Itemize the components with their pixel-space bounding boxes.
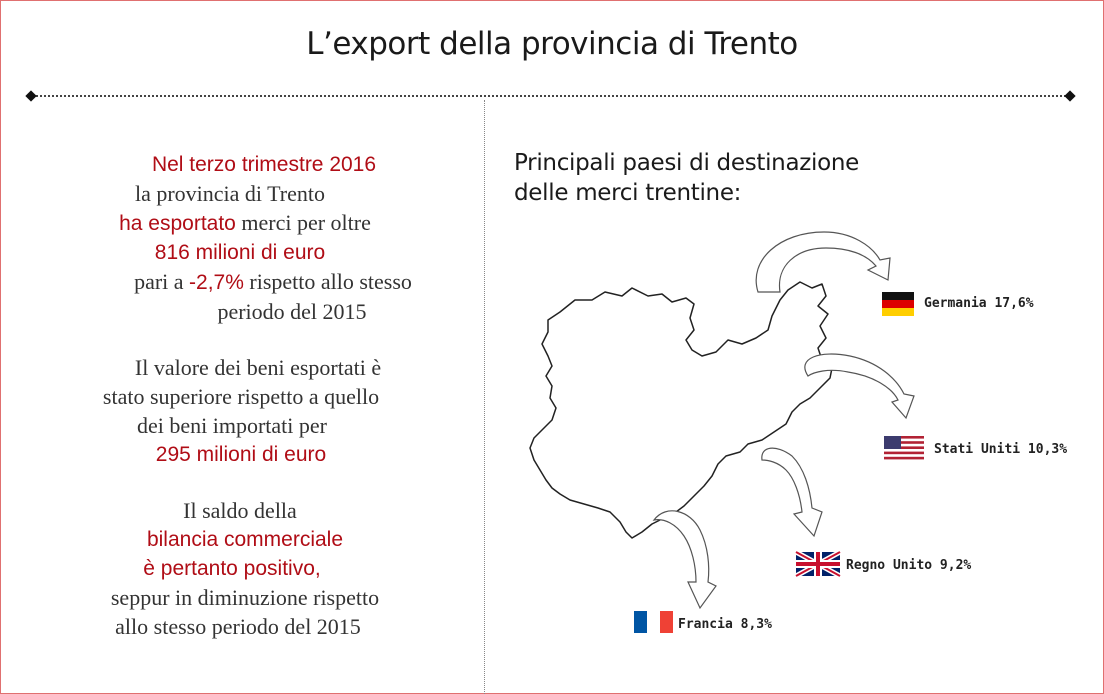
text-value-l3: dei beni importati per	[137, 413, 327, 438]
text-balance-l1: Il saldo della	[183, 498, 297, 523]
text-balance-l5: allo stesso periodo del 2015	[115, 614, 361, 639]
text-positive-highlight: è pertanto positivo,	[143, 557, 321, 580]
destinations-title-l1: Principali paesi di destinazione	[514, 150, 860, 176]
text-quarter: Nel terzo trimestre 2016	[151, 153, 377, 176]
paragraph-export-summary: Nel terzo trimestre 2016 la provincia di…	[40, 150, 450, 326]
arrow-usa	[804, 353, 915, 420]
text-period: periodo del 2015	[217, 299, 367, 324]
label-france: Francia 8,3%	[678, 617, 772, 632]
text-import-gap: 295 milioni di euro	[155, 443, 327, 466]
paragraph-trade-value: Il valore dei beni esportati è stato sup…	[40, 353, 450, 469]
destinations-title-l2: delle merci trentine:	[514, 180, 742, 206]
germany-flag-icon	[882, 292, 914, 316]
text-value-l2: stato superiore rispetto a quello	[102, 384, 380, 409]
usa-flag-icon	[884, 436, 924, 460]
paragraph-trade-balance: Il saldo della bilancia commerciale è pe…	[40, 496, 450, 641]
text-change-rest: rispetto allo stesso	[243, 269, 412, 294]
label-uk: Regno Unito 9,2%	[846, 558, 972, 573]
text-export-value: 816 milioni di euro	[154, 241, 326, 264]
arrow-germany	[755, 231, 891, 293]
text-exported-line: ha esportato merci per oltre	[40, 208, 450, 238]
text-change-line: pari a -2,7% rispetto allo stesso	[40, 267, 450, 297]
destinations-title: Principali paesi di destinazione delle m…	[514, 148, 859, 208]
text-exported-rest: merci per oltre	[235, 210, 371, 235]
france-flag-icon	[634, 611, 673, 633]
page-title: L’export della provincia di Trento	[306, 26, 798, 62]
arrow-france	[652, 510, 717, 610]
text-change-value: -2,7%	[189, 271, 244, 294]
arrow-uk	[761, 447, 823, 538]
trento-province-outline	[529, 281, 833, 539]
label-germany: Germania 17,6%	[924, 296, 1034, 311]
label-usa: Stati Uniti 10,3%	[934, 442, 1068, 457]
text-province: la provincia di Trento	[134, 181, 326, 206]
title-divider	[32, 95, 1070, 97]
text-value-l1: Il valore dei beni esportati è	[134, 355, 382, 380]
text-balance-l4: seppur in diminuzione rispetto	[110, 585, 380, 610]
text-change-pre: pari a	[134, 269, 190, 294]
text-exported-highlight: ha esportato	[119, 212, 236, 235]
text-balance-highlight: bilancia commerciale	[146, 528, 344, 551]
uk-flag-icon	[794, 549, 842, 579]
column-divider	[484, 100, 485, 694]
